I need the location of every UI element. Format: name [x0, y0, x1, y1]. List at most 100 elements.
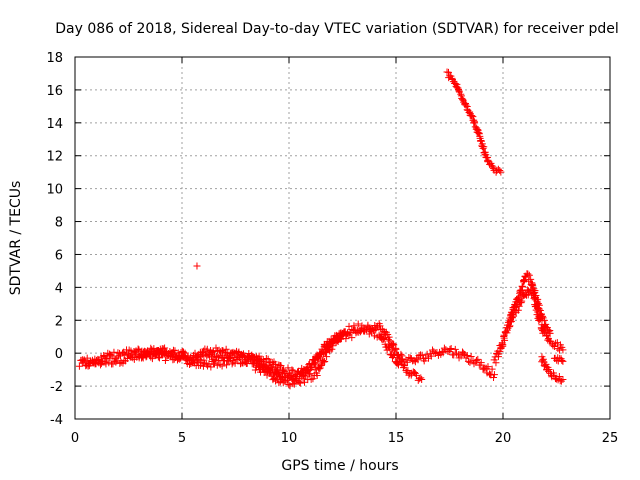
y-tick-label: 12	[46, 150, 63, 165]
band-4-point	[323, 353, 331, 361]
band-2-point	[231, 359, 239, 367]
band-2-point	[134, 345, 142, 353]
band-3-point	[273, 366, 281, 374]
y-axis-label: SDTVAR / TECUs	[8, 181, 24, 296]
band-1-point	[348, 334, 356, 342]
descending-arc-point	[466, 108, 474, 116]
band-3-point	[255, 352, 263, 360]
band-6-point	[546, 329, 554, 337]
band-3-point	[277, 362, 285, 370]
band-6-point	[539, 312, 547, 320]
band-4-point	[338, 332, 346, 340]
band-3-point	[262, 355, 270, 363]
band-1-point	[412, 371, 420, 379]
band-2-point	[102, 355, 110, 363]
y-tick-label: 10	[46, 183, 63, 198]
grid	[75, 57, 610, 419]
band-1-point	[418, 376, 426, 384]
band-4-point	[319, 356, 327, 364]
band-2-point	[187, 360, 195, 368]
chart-title: Day 086 of 2018, Sidereal Day-to-day VTE…	[55, 21, 619, 37]
y-tick-label: -2	[50, 380, 63, 395]
band-2-point	[91, 355, 99, 363]
band-4-point	[418, 351, 426, 359]
band-4-point	[328, 345, 336, 353]
band-1-point	[75, 362, 83, 370]
band-3-point	[245, 350, 253, 358]
band-3-point	[316, 350, 324, 358]
x-tick-label: 20	[495, 431, 512, 446]
band-2-point	[98, 357, 106, 365]
band-4-point	[484, 363, 492, 371]
band-6-point	[519, 283, 527, 291]
band-6-point	[534, 295, 542, 303]
band-5-point	[501, 336, 509, 344]
band-6-point	[540, 316, 548, 324]
band-3-point	[169, 346, 177, 354]
band-4-point	[451, 345, 459, 353]
band-4-point	[321, 349, 329, 357]
band-4-point	[266, 367, 274, 375]
band-3-point	[271, 360, 279, 368]
band-2-point	[106, 351, 114, 359]
x-axis-label: GPS time / hours	[281, 458, 398, 474]
band-3-point	[152, 351, 160, 359]
band-4-point	[427, 352, 435, 360]
band-3-point	[144, 349, 152, 357]
x-tick-label: 5	[178, 431, 186, 446]
band-2-point	[113, 354, 121, 362]
band-4-point	[327, 340, 335, 348]
band-4-point	[298, 373, 306, 381]
band-4-point	[490, 371, 498, 379]
band-4-point	[390, 341, 398, 349]
band-4-point	[385, 333, 393, 341]
band-3-point	[229, 348, 237, 356]
band-5-point	[496, 347, 504, 355]
band-4-point	[369, 327, 377, 335]
band-2-point	[131, 348, 139, 356]
band-3-point	[284, 364, 292, 372]
band-6-point	[525, 271, 533, 279]
band-2-point	[223, 361, 231, 369]
band-3-point	[181, 349, 189, 357]
late-fragment-1-point	[545, 366, 553, 374]
band-5-point	[554, 345, 562, 353]
x-tick-label: 15	[388, 431, 405, 446]
band-1-point	[411, 369, 419, 377]
band-4-point	[305, 370, 313, 378]
band-2-point	[135, 346, 143, 354]
band-4-point	[392, 345, 400, 353]
descending-arc-point	[451, 79, 459, 87]
band-1-point	[380, 335, 388, 343]
band-4-point	[354, 320, 362, 328]
band-4-point	[307, 375, 315, 383]
band-4-point	[474, 355, 482, 363]
band-6-point	[527, 275, 535, 283]
band-6-point	[532, 291, 540, 299]
band-4-point	[490, 374, 498, 382]
band-5-point	[499, 341, 507, 349]
y-tick-label: 6	[55, 248, 63, 263]
band-1-point	[148, 355, 156, 363]
descending-arc-point	[474, 129, 482, 137]
band-1-point	[380, 334, 388, 342]
band-4-point	[414, 356, 422, 364]
band-1-point	[417, 374, 425, 382]
band-4-point	[350, 322, 358, 330]
late-fragment-2-point	[558, 356, 566, 364]
band-3-point	[288, 366, 296, 374]
descending-arc-point	[497, 168, 505, 176]
band-1-point	[117, 358, 125, 366]
band-4-point	[464, 357, 472, 365]
band-4-point	[397, 350, 405, 358]
band-4-point	[329, 342, 337, 350]
descending-arc-point	[477, 136, 485, 144]
band-5-point	[514, 306, 522, 314]
y-tick-label: 8	[55, 216, 63, 231]
band-4-point	[254, 362, 262, 370]
band-6-point	[506, 316, 514, 324]
y-tick-label: 4	[55, 281, 63, 296]
band-6-point	[524, 270, 532, 278]
data-points	[75, 68, 567, 390]
band-3-point	[188, 355, 196, 363]
